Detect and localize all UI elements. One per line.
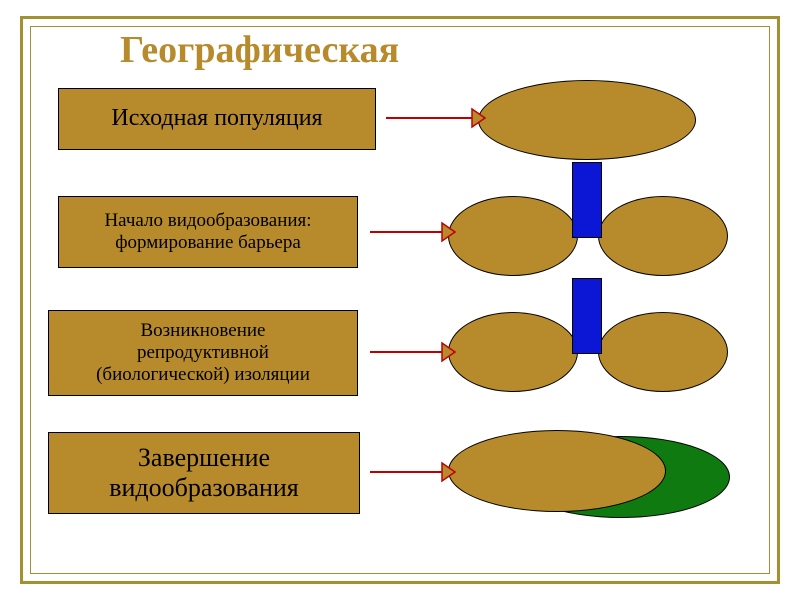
population-ellipse	[448, 196, 578, 276]
stage-box: Возникновение репродуктивной (биологичес…	[48, 310, 358, 396]
stage-box-label: Исходная популяция	[111, 105, 322, 133]
barrier-bar	[572, 278, 602, 354]
stage-box: Исходная популяция	[58, 88, 376, 150]
stage-box: Завершение видообразования	[48, 432, 360, 514]
arrow-icon	[386, 106, 486, 130]
population-ellipse	[598, 312, 728, 392]
population-ellipse	[598, 196, 728, 276]
arrow-icon	[370, 220, 456, 244]
stage-box-label: Начало видообразования: формирование бар…	[104, 210, 311, 254]
population-ellipse	[478, 80, 696, 160]
stage-box-label: Завершение видообразования	[109, 443, 299, 503]
arrow-icon	[370, 460, 456, 484]
stage-box-label: Возникновение репродуктивной (биологичес…	[96, 320, 310, 386]
arrow-icon	[370, 340, 456, 364]
stage-box: Начало видообразования: формирование бар…	[58, 196, 358, 268]
population-ellipse	[448, 312, 578, 392]
population-ellipse	[448, 430, 666, 512]
page-title: Географическая	[120, 28, 399, 72]
barrier-bar	[572, 162, 602, 238]
